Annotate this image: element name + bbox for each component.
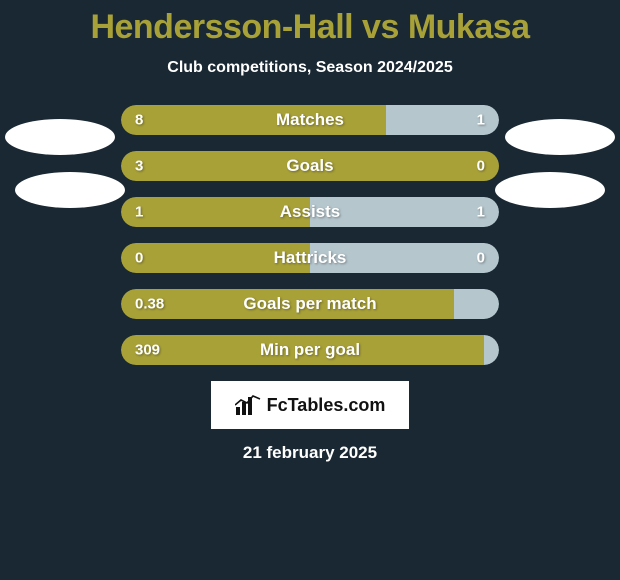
brand-chart-icon [235, 395, 261, 415]
stat-bar-right [310, 243, 499, 273]
stat-row: 00Hattricks [121, 243, 499, 273]
stat-row: 309Min per goal [121, 335, 499, 365]
stat-row: 30Goals [121, 151, 499, 181]
stat-bar-right [454, 289, 499, 319]
brand-text: FcTables.com [267, 395, 386, 416]
comparison-card: Hendersson-Hall vs Mukasa Club competiti… [0, 0, 620, 580]
stat-row: 81Matches [121, 105, 499, 135]
avatar-placeholder-left-2 [15, 172, 125, 208]
stat-bar-left [121, 289, 454, 319]
page-title: Hendersson-Hall vs Mukasa [0, 8, 620, 47]
avatar-placeholder-left-1 [5, 119, 115, 155]
avatar-placeholder-right-2 [495, 172, 605, 208]
stat-bar-left [121, 151, 499, 181]
stat-bar-left [121, 105, 386, 135]
subtitle: Club competitions, Season 2024/2025 [0, 59, 620, 77]
stat-bar-left [121, 335, 484, 365]
stat-bar-right [484, 335, 499, 365]
brand-badge: FcTables.com [211, 381, 409, 429]
stat-row: 11Assists [121, 197, 499, 227]
avatar-placeholder-right-1 [505, 119, 615, 155]
stat-bars: 81Matches 30Goals 11Assists 00Hattricks 0.38… [121, 105, 499, 365]
stat-bar-left [121, 243, 310, 273]
stat-bar-left [121, 197, 310, 227]
stat-bar-right [386, 105, 499, 135]
date-label: 21 february 2025 [0, 443, 620, 463]
stat-bar-right [310, 197, 499, 227]
stat-row: 0.38Goals per match [121, 289, 499, 319]
